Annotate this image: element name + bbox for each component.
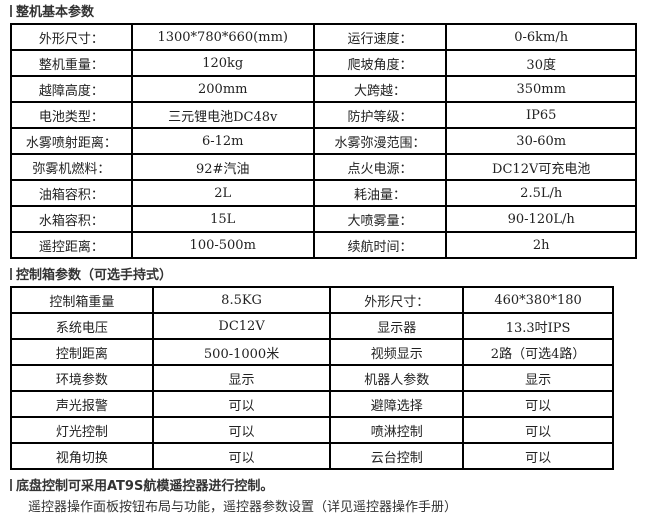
value-cell: 120kg (130, 49, 315, 77)
value-cell: 0-6km/h (445, 23, 637, 51)
section-title-machine-params: 整机基本参数 (10, 5, 94, 21)
machine-params-table: 外形尺寸： 1300*780*660(mm) 运行速度： 0-6km/h 整机重量： 12… (10, 23, 637, 259)
label-cell: 大跨越： (312, 75, 448, 103)
title-text: 底盘控制可采用AT9S航模遥控器进行控制。 (16, 479, 274, 494)
value-cell: 460*380*180 (462, 286, 614, 314)
table-row: 控制距离 500-1000米 视频显示 2路（可选4路） (10, 338, 614, 366)
value-cell: 15L (130, 205, 315, 233)
table-row: 水箱容积： 15L 大喷雾量： 90-120L/h (10, 205, 637, 233)
value-cell: 三元锂电池DC48v (130, 101, 315, 129)
label-cell: 机器人参数 (329, 364, 465, 392)
label-cell: 水雾弥漫范围： (312, 127, 448, 155)
value-cell: 显示 (151, 364, 332, 392)
label-cell: 爬坡角度： (312, 49, 448, 77)
section-title-control-box: 控制箱参数（可选手持式） (10, 268, 172, 284)
value-cell: 6-12m (130, 127, 315, 155)
label-cell: 弥雾机燃料： (10, 153, 133, 181)
value-cell: 30-60m (445, 127, 637, 155)
label-cell: 避障选择 (329, 390, 465, 418)
title-text: 控制箱参数（可选手持式） (16, 268, 173, 283)
table-row: 整机重量： 120kg 爬坡角度： 30度 (10, 49, 637, 77)
label-cell: 运行速度： (312, 23, 448, 51)
table-row: 灯光控制 可以 喷淋控制 可以 (10, 416, 614, 444)
value-cell: 500-1000米 (151, 338, 332, 366)
label-cell: 控制距离 (10, 338, 154, 366)
label-cell: 声光报警 (10, 390, 154, 418)
label-cell: 油箱容积： (10, 179, 133, 207)
value-cell: 92#汽油 (130, 153, 315, 181)
value-cell: 8.5KG (151, 286, 332, 314)
label-cell: 电池类型： (10, 101, 133, 129)
value-cell: 可以 (151, 390, 332, 418)
label-cell: 整机重量： (10, 49, 133, 77)
table-row: 油箱容积： 2L 耗油量： 2.5L/h (10, 179, 637, 207)
value-cell: 13.3吋IPS (462, 312, 614, 340)
table-row: 声光报警 可以 避障选择 可以 (10, 390, 614, 418)
label-cell: 外形尺寸： (10, 23, 133, 51)
value-cell: 100-500m (130, 231, 315, 259)
label-cell: 灯光控制 (10, 416, 154, 444)
label-cell: 防护等级： (312, 101, 448, 129)
label-cell: 大喷雾量： (312, 205, 448, 233)
value-cell: DC12V (151, 312, 332, 340)
label-cell: 越障高度： (10, 75, 133, 103)
table-row: 水雾喷射距离： 6-12m 水雾弥漫范围： 30-60m (10, 127, 637, 155)
label-cell: 视角切换 (10, 442, 154, 470)
value-cell: 30度 (445, 49, 637, 77)
title-text: 整机基本参数 (16, 5, 95, 20)
value-cell: 90-120L/h (445, 205, 637, 233)
value-cell: 可以 (151, 416, 332, 444)
label-cell: 环境参数 (10, 364, 154, 392)
label-cell: 遥控距离： (10, 231, 133, 259)
label-cell: 云台控制 (329, 442, 465, 470)
table-row: 视角切换 可以 云台控制 可以 (10, 442, 614, 470)
label-cell: 续航时间： (312, 231, 448, 259)
value-cell: 200mm (130, 75, 315, 103)
footer-title: 底盘控制可采用AT9S航模遥控器进行控制。 (10, 479, 273, 495)
table-row: 环境参数 显示 机器人参数 显示 (10, 364, 614, 392)
value-cell: 350mm (445, 75, 637, 103)
label-cell: 耗油量： (312, 179, 448, 207)
table-row: 电池类型： 三元锂电池DC48v 防护等级： IP65 (10, 101, 637, 129)
label-cell: 水雾喷射距离： (10, 127, 133, 155)
table-row: 外形尺寸： 1300*780*660(mm) 运行速度： 0-6km/h (10, 23, 637, 51)
value-cell: 2路（可选4路） (462, 338, 614, 366)
value-cell: 可以 (462, 416, 614, 444)
value-cell: IP65 (445, 101, 637, 129)
value-cell: DC12V可充电池 (445, 153, 637, 181)
label-cell: 点火电源： (312, 153, 448, 181)
value-cell: 2L (130, 179, 315, 207)
table-row: 控制箱重量 8.5KG 外形尺寸： 460*380*180 (10, 286, 614, 314)
label-cell: 水箱容积： (10, 205, 133, 233)
table-row: 越障高度： 200mm 大跨越： 350mm (10, 75, 637, 103)
label-cell: 控制箱重量 (10, 286, 154, 314)
value-cell: 2h (445, 231, 637, 259)
table-row: 遥控距离： 100-500m 续航时间： 2h (10, 231, 637, 259)
value-cell: 1300*780*660(mm) (130, 23, 315, 51)
value-cell: 显示 (462, 364, 614, 392)
footer-note: 遥控器操作面板按钮布局与功能，遥控器参数设置（详见遥控器操作手册） (28, 500, 458, 515)
label-cell: 视频显示 (329, 338, 465, 366)
control-box-table: 控制箱重量 8.5KG 外形尺寸： 460*380*180 系统电压 DC12V 显示器 13… (10, 286, 614, 470)
table-row: 系统电压 DC12V 显示器 13.3吋IPS (10, 312, 614, 340)
label-cell: 外形尺寸： (329, 286, 465, 314)
value-cell: 2.5L/h (445, 179, 637, 207)
label-cell: 显示器 (329, 312, 465, 340)
value-cell: 可以 (151, 442, 332, 470)
label-cell: 系统电压 (10, 312, 154, 340)
table-row: 弥雾机燃料： 92#汽油 点火电源： DC12V可充电池 (10, 153, 637, 181)
label-cell: 喷淋控制 (329, 416, 465, 444)
value-cell: 可以 (462, 390, 614, 418)
value-cell: 可以 (462, 442, 614, 470)
